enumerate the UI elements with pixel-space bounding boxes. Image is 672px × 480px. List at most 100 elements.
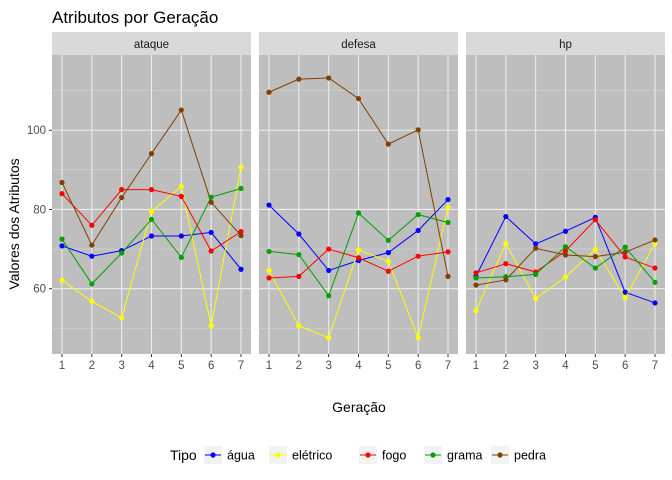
- data-point-fogo: [238, 229, 244, 235]
- data-point-grama: [415, 211, 421, 218]
- data-point-água: [296, 231, 302, 237]
- data-point-água: [533, 241, 539, 247]
- data-point-fogo: [178, 193, 184, 199]
- data-point-fogo: [355, 255, 362, 261]
- x-tick-label: 3: [118, 360, 124, 372]
- strip-label: hp: [559, 39, 572, 51]
- y-tick-label: 60: [33, 284, 46, 296]
- data-point-pedra: [503, 277, 509, 283]
- data-point-pedra: [562, 252, 569, 258]
- x-axis-title: Geração: [332, 399, 386, 415]
- y-axis-title: Valores dos Atributos: [6, 158, 22, 289]
- data-point-elétrico: [148, 208, 155, 215]
- strip-label: ataque: [134, 39, 169, 51]
- data-point-fogo: [266, 275, 272, 281]
- x-tick-label: 2: [89, 360, 95, 372]
- data-point-fogo: [385, 268, 391, 274]
- data-point-fogo: [562, 248, 569, 254]
- x-tick-label: 2: [503, 360, 509, 372]
- legend-item-grama: grama: [424, 446, 482, 464]
- data-point-pedra: [473, 282, 479, 288]
- data-point-fogo: [503, 261, 509, 267]
- legend-label: grama: [447, 449, 482, 463]
- data-point-grama: [208, 194, 214, 200]
- data-point-grama: [562, 244, 569, 250]
- data-point-pedra: [445, 273, 451, 279]
- data-point-grama: [533, 271, 539, 277]
- data-point-pedra: [208, 199, 214, 205]
- data-point-pedra: [89, 242, 95, 248]
- data-point-grama: [355, 210, 362, 216]
- data-point-pedra: [652, 237, 658, 243]
- legend-key-point: [365, 452, 371, 458]
- data-point-fogo: [326, 246, 332, 252]
- legend-item-elétrico: elétrico: [269, 446, 332, 464]
- data-point-elétrico: [208, 323, 214, 329]
- data-point-água: [266, 202, 272, 208]
- data-point-fogo: [415, 253, 421, 259]
- x-tick-label: 5: [178, 360, 184, 372]
- data-point-água: [622, 289, 628, 295]
- x-tick-label: 5: [592, 360, 598, 372]
- data-point-pedra: [266, 89, 272, 95]
- data-point-elétrico: [296, 323, 302, 329]
- data-point-elétrico: [415, 335, 421, 341]
- data-point-água: [326, 267, 332, 274]
- data-point-grama: [592, 265, 598, 271]
- panel-hp: hp 1 2 3 4 5 6 7: [466, 32, 665, 372]
- data-point-água: [208, 229, 214, 236]
- x-tick-label: 3: [532, 360, 538, 372]
- facet-panels: ataque 1 2 3 4 5 6 7 60 80 100 defesa 1 2 3 4 5 6 7 hp 1 2 3 4 5…: [27, 32, 665, 372]
- data-point-grama: [119, 250, 125, 256]
- legend-item-água: água: [204, 446, 255, 464]
- data-point-fogo: [445, 249, 451, 255]
- data-point-fogo: [89, 222, 95, 228]
- data-point-pedra: [533, 245, 539, 251]
- data-point-água: [148, 233, 155, 239]
- data-point-pedra: [238, 232, 244, 239]
- data-point-grama: [473, 275, 479, 281]
- data-point-água: [59, 243, 65, 249]
- data-point-pedra: [148, 151, 155, 157]
- data-point-fogo: [296, 273, 302, 279]
- data-point-elétrico: [652, 240, 658, 247]
- data-point-elétrico: [59, 277, 65, 283]
- data-point-fogo: [473, 270, 479, 276]
- data-point-pedra: [592, 253, 598, 260]
- data-point-elétrico: [385, 258, 391, 264]
- data-point-água: [238, 266, 244, 272]
- x-tick-label: 1: [59, 360, 65, 372]
- data-point-pedra: [415, 127, 421, 133]
- data-point-água: [562, 228, 569, 234]
- legend: Tipo água elétrico fogo grama pedra: [170, 446, 546, 464]
- legend-item-fogo: fogo: [359, 446, 406, 464]
- data-point-pedra: [59, 179, 65, 186]
- data-point-grama: [326, 293, 332, 299]
- data-point-fogo: [208, 248, 214, 254]
- data-point-grama: [178, 254, 184, 260]
- data-point-grama: [148, 216, 155, 222]
- data-point-água: [89, 253, 95, 259]
- x-tick-label: 6: [208, 360, 214, 372]
- data-point-grama: [445, 219, 451, 226]
- panel-defesa: defesa 1 2 3 4 5 6 7: [259, 32, 458, 372]
- x-tick-label: 3: [325, 360, 331, 372]
- legend-label: pedra: [514, 449, 546, 463]
- x-tick-label: 5: [385, 360, 391, 372]
- x-tick-label: 7: [652, 360, 658, 372]
- data-point-elétrico: [473, 308, 479, 314]
- data-point-pedra: [119, 194, 125, 201]
- data-point-elétrico: [533, 295, 539, 302]
- legend-label: água: [227, 449, 255, 463]
- data-point-fogo: [119, 187, 125, 193]
- data-point-água: [178, 233, 184, 239]
- data-point-água: [445, 196, 451, 203]
- data-point-grama: [622, 244, 628, 250]
- data-point-fogo: [59, 191, 65, 197]
- legend-label: fogo: [382, 449, 406, 463]
- data-point-elétrico: [119, 315, 125, 321]
- strip-label: defesa: [341, 39, 376, 51]
- x-tick-label: 1: [473, 360, 479, 372]
